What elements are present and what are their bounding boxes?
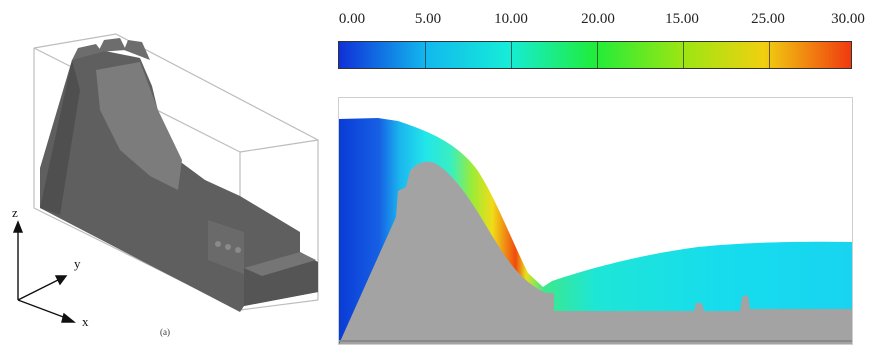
- flow-velocity-section: [338, 97, 853, 345]
- spillway-3d-model: [12, 33, 319, 323]
- velocity-colorbar: [338, 41, 852, 69]
- colorbar-divider: [425, 42, 426, 68]
- axis-triad: [12, 220, 76, 323]
- subfigure-caption: (a): [160, 327, 170, 337]
- dam-structure: [40, 38, 318, 312]
- colorbar-tick-6: 30.00: [831, 11, 865, 27]
- x-axis-label: x: [82, 314, 89, 329]
- colorbar-tick-0: 0.00: [338, 11, 366, 27]
- colorbar-divider: [597, 42, 598, 68]
- colorbar-tick-4: 15.00: [665, 11, 699, 27]
- terrain-profile: [339, 161, 852, 344]
- colorbar-tick-1: 5.00: [414, 11, 442, 27]
- colorbar-divider: [769, 42, 770, 68]
- colorbar-tick-2: 10.00: [494, 11, 528, 27]
- colorbar-tick-5: 25.00: [751, 11, 785, 27]
- colorbar-divider: [683, 42, 684, 68]
- y-axis-label: y: [74, 256, 81, 271]
- colorbar-divider: [511, 42, 512, 68]
- z-axis-label: z: [12, 205, 18, 220]
- colorbar-tick-3: 20.00: [581, 11, 615, 27]
